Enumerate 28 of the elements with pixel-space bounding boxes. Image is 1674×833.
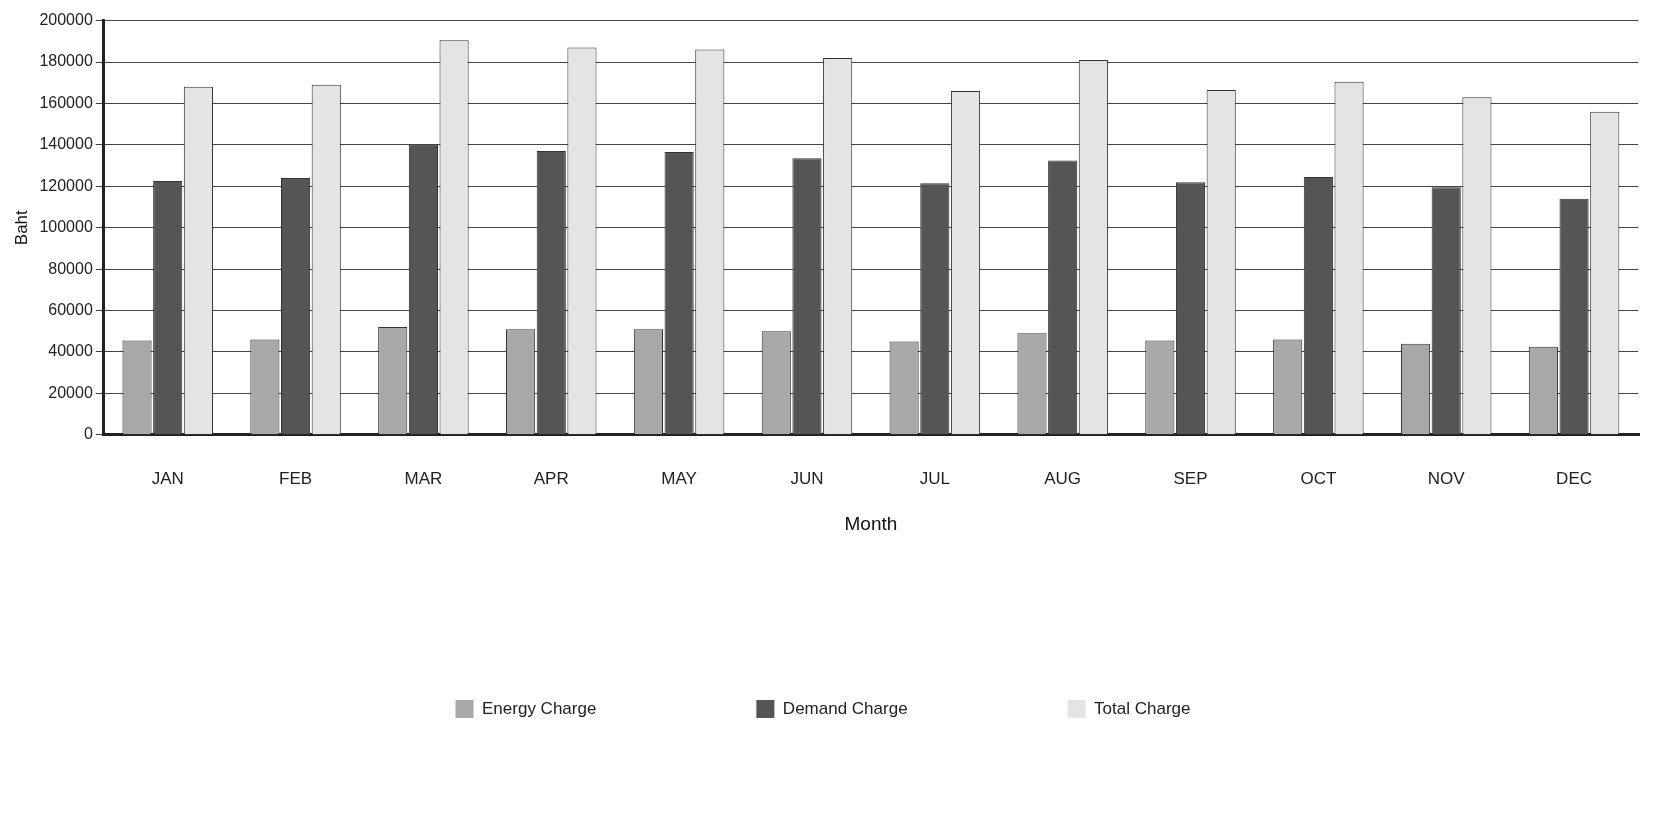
y-tick-label: 140000: [39, 135, 93, 153]
x-tick-label: FEB: [279, 468, 313, 488]
x-tick-label: APR: [533, 468, 569, 488]
x-tick-label: OCT: [1300, 468, 1337, 488]
x-tick-label: NOV: [1427, 468, 1466, 488]
x-axis-title: Month: [844, 512, 898, 534]
y-tick-label: 160000: [39, 93, 93, 111]
y-tick-label: 80000: [48, 259, 93, 277]
x-tick-label: AUG: [1044, 468, 1082, 488]
y-tick-label: 100000: [39, 218, 93, 236]
y-tick-label: 0: [83, 425, 93, 443]
x-tick-label: JAN: [151, 468, 184, 488]
x-tick-label: MAY: [661, 468, 697, 488]
x-tick-label: JUN: [790, 468, 824, 488]
legend-label: Total Charge: [1094, 698, 1191, 718]
y-tick-label: 180000: [39, 52, 93, 70]
y-tick-label: 200000: [39, 11, 93, 29]
x-tick-label: SEP: [1173, 468, 1208, 488]
x-tick-label: DEC: [1556, 468, 1593, 488]
x-tick-label: MAR: [404, 468, 443, 488]
y-tick-label: 40000: [48, 342, 93, 360]
legend-label: Energy Charge: [482, 698, 597, 718]
y-axis-title: Baht: [11, 209, 31, 246]
legend-label: Demand Charge: [782, 698, 908, 718]
y-tick-label: 20000: [48, 383, 93, 401]
y-tick-label: 120000: [39, 176, 93, 194]
y-tick-label: 60000: [48, 300, 93, 318]
x-tick-label: JUL: [919, 468, 950, 488]
